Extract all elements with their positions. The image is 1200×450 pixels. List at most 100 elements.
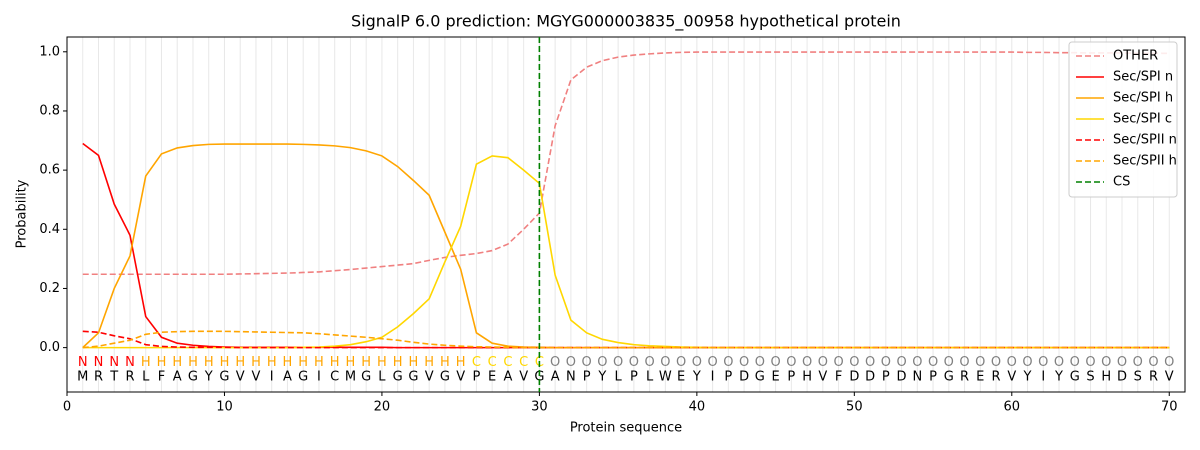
residue-label: A [173,370,182,385]
region-label: H [314,355,324,370]
region-label: O [833,355,843,370]
residue-label: R [94,370,103,385]
region-label: C [488,355,497,370]
region-label: C [503,355,512,370]
region-label: N [125,355,135,370]
region-label: O [818,355,828,370]
series-line [82,51,1170,276]
residue-label: P [724,370,732,385]
residue-label: H [802,370,812,385]
x-tick-label: 30 [531,400,548,415]
residue-label: D [865,370,875,385]
region-label: H [377,355,387,370]
residue-label: Y [692,370,701,385]
region-label: O [865,355,875,370]
region-label: O [881,355,891,370]
series-line [82,143,1170,349]
chart-title: SignalP 6.0 prediction: MGYG000003835_00… [351,12,901,32]
x-tick-label: 0 [63,400,71,415]
residue-label: L [378,370,386,385]
residue-label: R [992,370,1001,385]
region-label: H [346,355,356,370]
residue-label: V [456,370,465,385]
residue-label: V [1007,370,1016,385]
residue-label: P [583,370,591,385]
y-tick-label: 0.8 [39,103,60,118]
residue-label: N [912,370,922,385]
legend-label: Sec/SPI h [1113,91,1173,106]
region-label: O [566,355,576,370]
residue-label: V [236,370,245,385]
y-axis-label: Probability [15,179,30,248]
region-label: O [645,355,655,370]
legend-label: OTHER [1113,49,1158,64]
region-label: O [660,355,670,370]
legend-label: Sec/SPI c [1113,112,1172,127]
residue-label: G [755,370,765,385]
residue-label: V [1165,370,1174,385]
residue-label: F [835,370,842,385]
residue-label: V [818,370,827,385]
region-label: H [157,355,167,370]
residue-label: V [252,370,261,385]
x-tick-label: 50 [846,400,863,415]
region-label: C [472,355,481,370]
region-label: H [188,355,198,370]
region-label: O [959,355,969,370]
region-label: O [1133,355,1143,370]
region-label: H [330,355,340,370]
x-tick-label: 60 [1004,400,1021,415]
legend-label: Sec/SPII h [1113,154,1177,169]
region-label: H [220,355,230,370]
residue-label: V [425,370,434,385]
residue-label: W [659,370,672,385]
residue-label: E [771,370,779,385]
region-label: O [723,355,733,370]
region-label: H [172,355,182,370]
region-label: H [409,355,419,370]
region-label: H [361,355,371,370]
residue-label: E [677,370,685,385]
region-label: O [770,355,780,370]
residue-label: G [188,370,198,385]
region-label: O [582,355,592,370]
region-label: O [991,355,1001,370]
residue-label: F [158,370,165,385]
residue-label: P [929,370,937,385]
region-label: O [1007,355,1017,370]
residue-label: G [440,370,450,385]
residue-label: A [551,370,560,385]
region-label: N [109,355,119,370]
region-label: O [707,355,717,370]
residue-label: I [711,370,715,385]
region-label: O [1054,355,1064,370]
region-label: O [1038,355,1048,370]
legend-label: Sec/SPII n [1113,133,1177,148]
residue-label: S [1086,370,1094,385]
series-line [82,330,1170,349]
residue-label: I [1041,370,1045,385]
residue-label: Y [204,370,213,385]
series-line [82,142,1170,349]
region-label: C [519,355,528,370]
residue-label: H [1101,370,1111,385]
legend-box [1068,41,1178,198]
region-label: O [755,355,765,370]
x-axis-label: Protein sequence [570,421,682,436]
residue-label: E [976,370,984,385]
residue-label: E [488,370,496,385]
region-label: H [204,355,214,370]
region-label: O [849,355,859,370]
region-label: O [1085,355,1095,370]
region-label: H [251,355,261,370]
region-label: O [1022,355,1032,370]
region-label: O [928,355,938,370]
region-label: O [1101,355,1111,370]
residue-label: G [393,370,403,385]
residue-label: G [361,370,371,385]
y-tick-label: 0.6 [39,163,60,178]
region-label: N [94,355,104,370]
residue-label: Y [597,370,606,385]
y-tick-label: 0.0 [39,340,60,355]
